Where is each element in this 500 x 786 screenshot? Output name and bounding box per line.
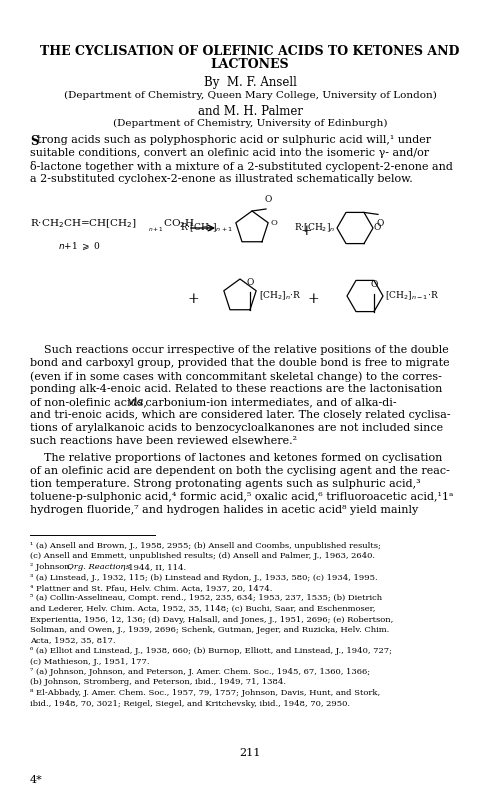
Text: $_{n+1}$: $_{n+1}$: [148, 226, 164, 234]
Text: (b) Johnson, Stromberg, and Peterson, ibid., 1949, 71, 1384.: (b) Johnson, Stromberg, and Peterson, ib…: [30, 678, 286, 686]
Text: +: +: [187, 292, 199, 306]
Text: toluene-p-sulphonic acid,⁴ formic acid,⁵ oxalic acid,⁶ trifluoroacetic acid,¹1ᵃ: toluene-p-sulphonic acid,⁴ formic acid,⁵…: [30, 492, 454, 502]
Text: ⁴ Plattner and St. Pfau, Helv. Chim. Acta, 1937, 20, 1474.: ⁴ Plattner and St. Pfau, Helv. Chim. Act…: [30, 584, 272, 592]
Text: Acta, 1952, 35, 817.: Acta, 1952, 35, 817.: [30, 637, 116, 645]
Text: 211: 211: [240, 748, 260, 758]
Text: S: S: [30, 135, 38, 148]
Text: ⁸ El-Abbady, J. Amer. Chem. Soc., 1957, 79, 1757; Johnson, Davis, Hunt, and Stor: ⁸ El-Abbady, J. Amer. Chem. Soc., 1957, …: [30, 689, 380, 697]
Text: ponding alk-4-enoic acid. Related to these reactions are the lactonisation: ponding alk-4-enoic acid. Related to the…: [30, 384, 442, 394]
Text: THE CYCLISATION OF OLEFINIC ACIDS TO KETONES AND: THE CYCLISATION OF OLEFINIC ACIDS TO KET…: [40, 45, 460, 58]
Text: (Department of Chemistry, University of Edinburgh): (Department of Chemistry, University of …: [113, 119, 387, 128]
Text: trong acids such as polyphosphoric acid or sulphuric acid will,¹ under: trong acids such as polyphosphoric acid …: [37, 135, 431, 145]
Text: such reactions have been reviewed elsewhere.²: such reactions have been reviewed elsewh…: [30, 436, 297, 446]
Text: (Department of Chemistry, Queen Mary College, University of London): (Department of Chemistry, Queen Mary Col…: [64, 91, 436, 100]
Text: suitable conditions, convert an olefinic acid into the isomeric γ- and/or: suitable conditions, convert an olefinic…: [30, 148, 429, 158]
Text: R$\cdot$CH$_2$CH=CH[CH$_2$]: R$\cdot$CH$_2$CH=CH[CH$_2$]: [30, 218, 137, 230]
Text: O: O: [264, 195, 272, 204]
Text: Experientia, 1956, 12, 136; (d) Davy, Halsall, and Jones, J., 1951, 2696; (e) Ro: Experientia, 1956, 12, 136; (d) Davy, Ha…: [30, 615, 393, 623]
Text: ibid., 1948, 70, 3021; Reigel, Siegel, and Kritchevsky, ibid., 1948, 70, 2950.: ibid., 1948, 70, 3021; Reigel, Siegel, a…: [30, 700, 350, 707]
Text: [CH$_2$]$_n$$\cdot$R: [CH$_2$]$_n$$\cdot$R: [259, 290, 302, 303]
Text: and Lederer, Helv. Chim. Acta, 1952, 35, 1148; (c) Buchi, Saar, and Eschenmoser,: and Lederer, Helv. Chim. Acta, 1952, 35,…: [30, 605, 376, 613]
Text: 4*: 4*: [30, 775, 43, 785]
Text: a 2-substituted cyclohex-2-enone as illustrated schematically below.: a 2-substituted cyclohex-2-enone as illu…: [30, 174, 413, 184]
Text: [CH$_2$]$_{n-1}$$\cdot$R: [CH$_2$]$_{n-1}$$\cdot$R: [385, 290, 439, 303]
Text: The relative proportions of lactones and ketones formed on cyclisation: The relative proportions of lactones and…: [30, 453, 442, 463]
Text: By  M. F. Ansell: By M. F. Ansell: [204, 76, 296, 89]
Text: (c) Ansell and Emmett, unpublished results; (d) Ansell and Palmer, J., 1963, 264: (c) Ansell and Emmett, unpublished resul…: [30, 553, 375, 560]
Text: O: O: [270, 219, 277, 226]
Text: of non-olefinic acids,: of non-olefinic acids,: [30, 397, 150, 407]
Text: (even if in some cases with concommitant skeletal change) to the corres-: (even if in some cases with concommitant…: [30, 371, 442, 381]
Text: Org. Reactions: Org. Reactions: [67, 563, 130, 571]
Text: ² Johnson,: ² Johnson,: [30, 563, 75, 571]
Text: hydrogen fluoride,⁷ and hydrogen halides in acetic acid⁸ yield mainly: hydrogen fluoride,⁷ and hydrogen halides…: [30, 505, 418, 515]
Text: ¹ (a) Ansell and Brown, J., 1958, 2955; (b) Ansell and Coombs, unpublished resul: ¹ (a) Ansell and Brown, J., 1958, 2955; …: [30, 542, 381, 550]
Text: LACTONES: LACTONES: [210, 58, 290, 71]
Text: via: via: [128, 397, 144, 407]
Text: +: +: [300, 224, 312, 238]
Text: O: O: [376, 219, 384, 229]
Text: +: +: [307, 292, 319, 306]
Text: O: O: [246, 277, 254, 287]
Text: R$\cdot$[CH$_2$]$_n$: R$\cdot$[CH$_2$]$_n$: [294, 222, 335, 234]
Text: ⁵ (a) Collin-Asselineau, Compt. rend., 1952, 235, 634; 1953, 237, 1535; (b) Diet: ⁵ (a) Collin-Asselineau, Compt. rend., 1…: [30, 594, 382, 603]
Text: ⁷ (a) Johnson, Johnson, and Peterson, J. Amer. Chem. Soc., 1945, 67, 1360, 1366;: ⁷ (a) Johnson, Johnson, and Peterson, J.…: [30, 668, 370, 676]
Text: and M. H. Palmer: and M. H. Palmer: [198, 105, 302, 118]
Text: O: O: [374, 223, 382, 233]
Text: of an olefinic acid are dependent on both the cyclising agent and the reac-: of an olefinic acid are dependent on bot…: [30, 466, 450, 476]
Text: R$\cdot$[CH$_2$]$_{n+1}$: R$\cdot$[CH$_2$]$_{n+1}$: [180, 222, 233, 234]
Text: Soliman, and Owen, J., 1939, 2696; Schenk, Gutman, Jeger, and Ruzicka, Helv. Chi: Soliman, and Owen, J., 1939, 2696; Schen…: [30, 626, 389, 634]
Text: bond and carboxyl group, provided that the double bond is free to migrate: bond and carboxyl group, provided that t…: [30, 358, 450, 368]
Text: O: O: [370, 280, 378, 288]
Text: tion temperature. Strong protonating agents such as sulphuric acid,³: tion temperature. Strong protonating age…: [30, 479, 420, 489]
Text: ³ (a) Linstead, J., 1932, 115; (b) Linstead and Rydon, J., 1933, 580; (c) 1934, : ³ (a) Linstead, J., 1932, 115; (b) Linst…: [30, 574, 378, 582]
Text: CO$_2$H: CO$_2$H: [160, 218, 195, 230]
Text: carbonium-ion intermediates, and of alka-di-: carbonium-ion intermediates, and of alka…: [142, 397, 397, 407]
Text: δ-lactone together with a mixture of a 2-substituted cyclopent-2-enone and: δ-lactone together with a mixture of a 2…: [30, 161, 453, 172]
Text: tions of arylalkanoic acids to benzocycloalkanones are not included since: tions of arylalkanoic acids to benzocycl…: [30, 423, 443, 433]
Text: (c) Mathieson, J., 1951, 177.: (c) Mathieson, J., 1951, 177.: [30, 658, 150, 666]
Text: $n$+1 $\geqslant$ 0: $n$+1 $\geqslant$ 0: [58, 241, 101, 252]
Text: Such reactions occur irrespective of the relative positions of the double: Such reactions occur irrespective of the…: [30, 345, 449, 355]
Text: ⁶ (a) Elliot and Linstead, J., 1938, 660; (b) Burnop, Elliott, and Linstead, J.,: ⁶ (a) Elliot and Linstead, J., 1938, 660…: [30, 647, 392, 655]
Text: , 1944, II, 114.: , 1944, II, 114.: [123, 563, 186, 571]
Text: and tri-enoic acids, which are considered later. The closely related cyclisa-: and tri-enoic acids, which are considere…: [30, 410, 450, 420]
